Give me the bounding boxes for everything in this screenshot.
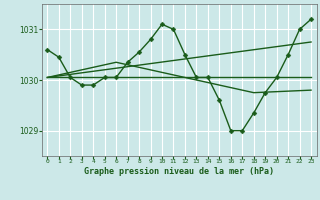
- X-axis label: Graphe pression niveau de la mer (hPa): Graphe pression niveau de la mer (hPa): [84, 167, 274, 176]
